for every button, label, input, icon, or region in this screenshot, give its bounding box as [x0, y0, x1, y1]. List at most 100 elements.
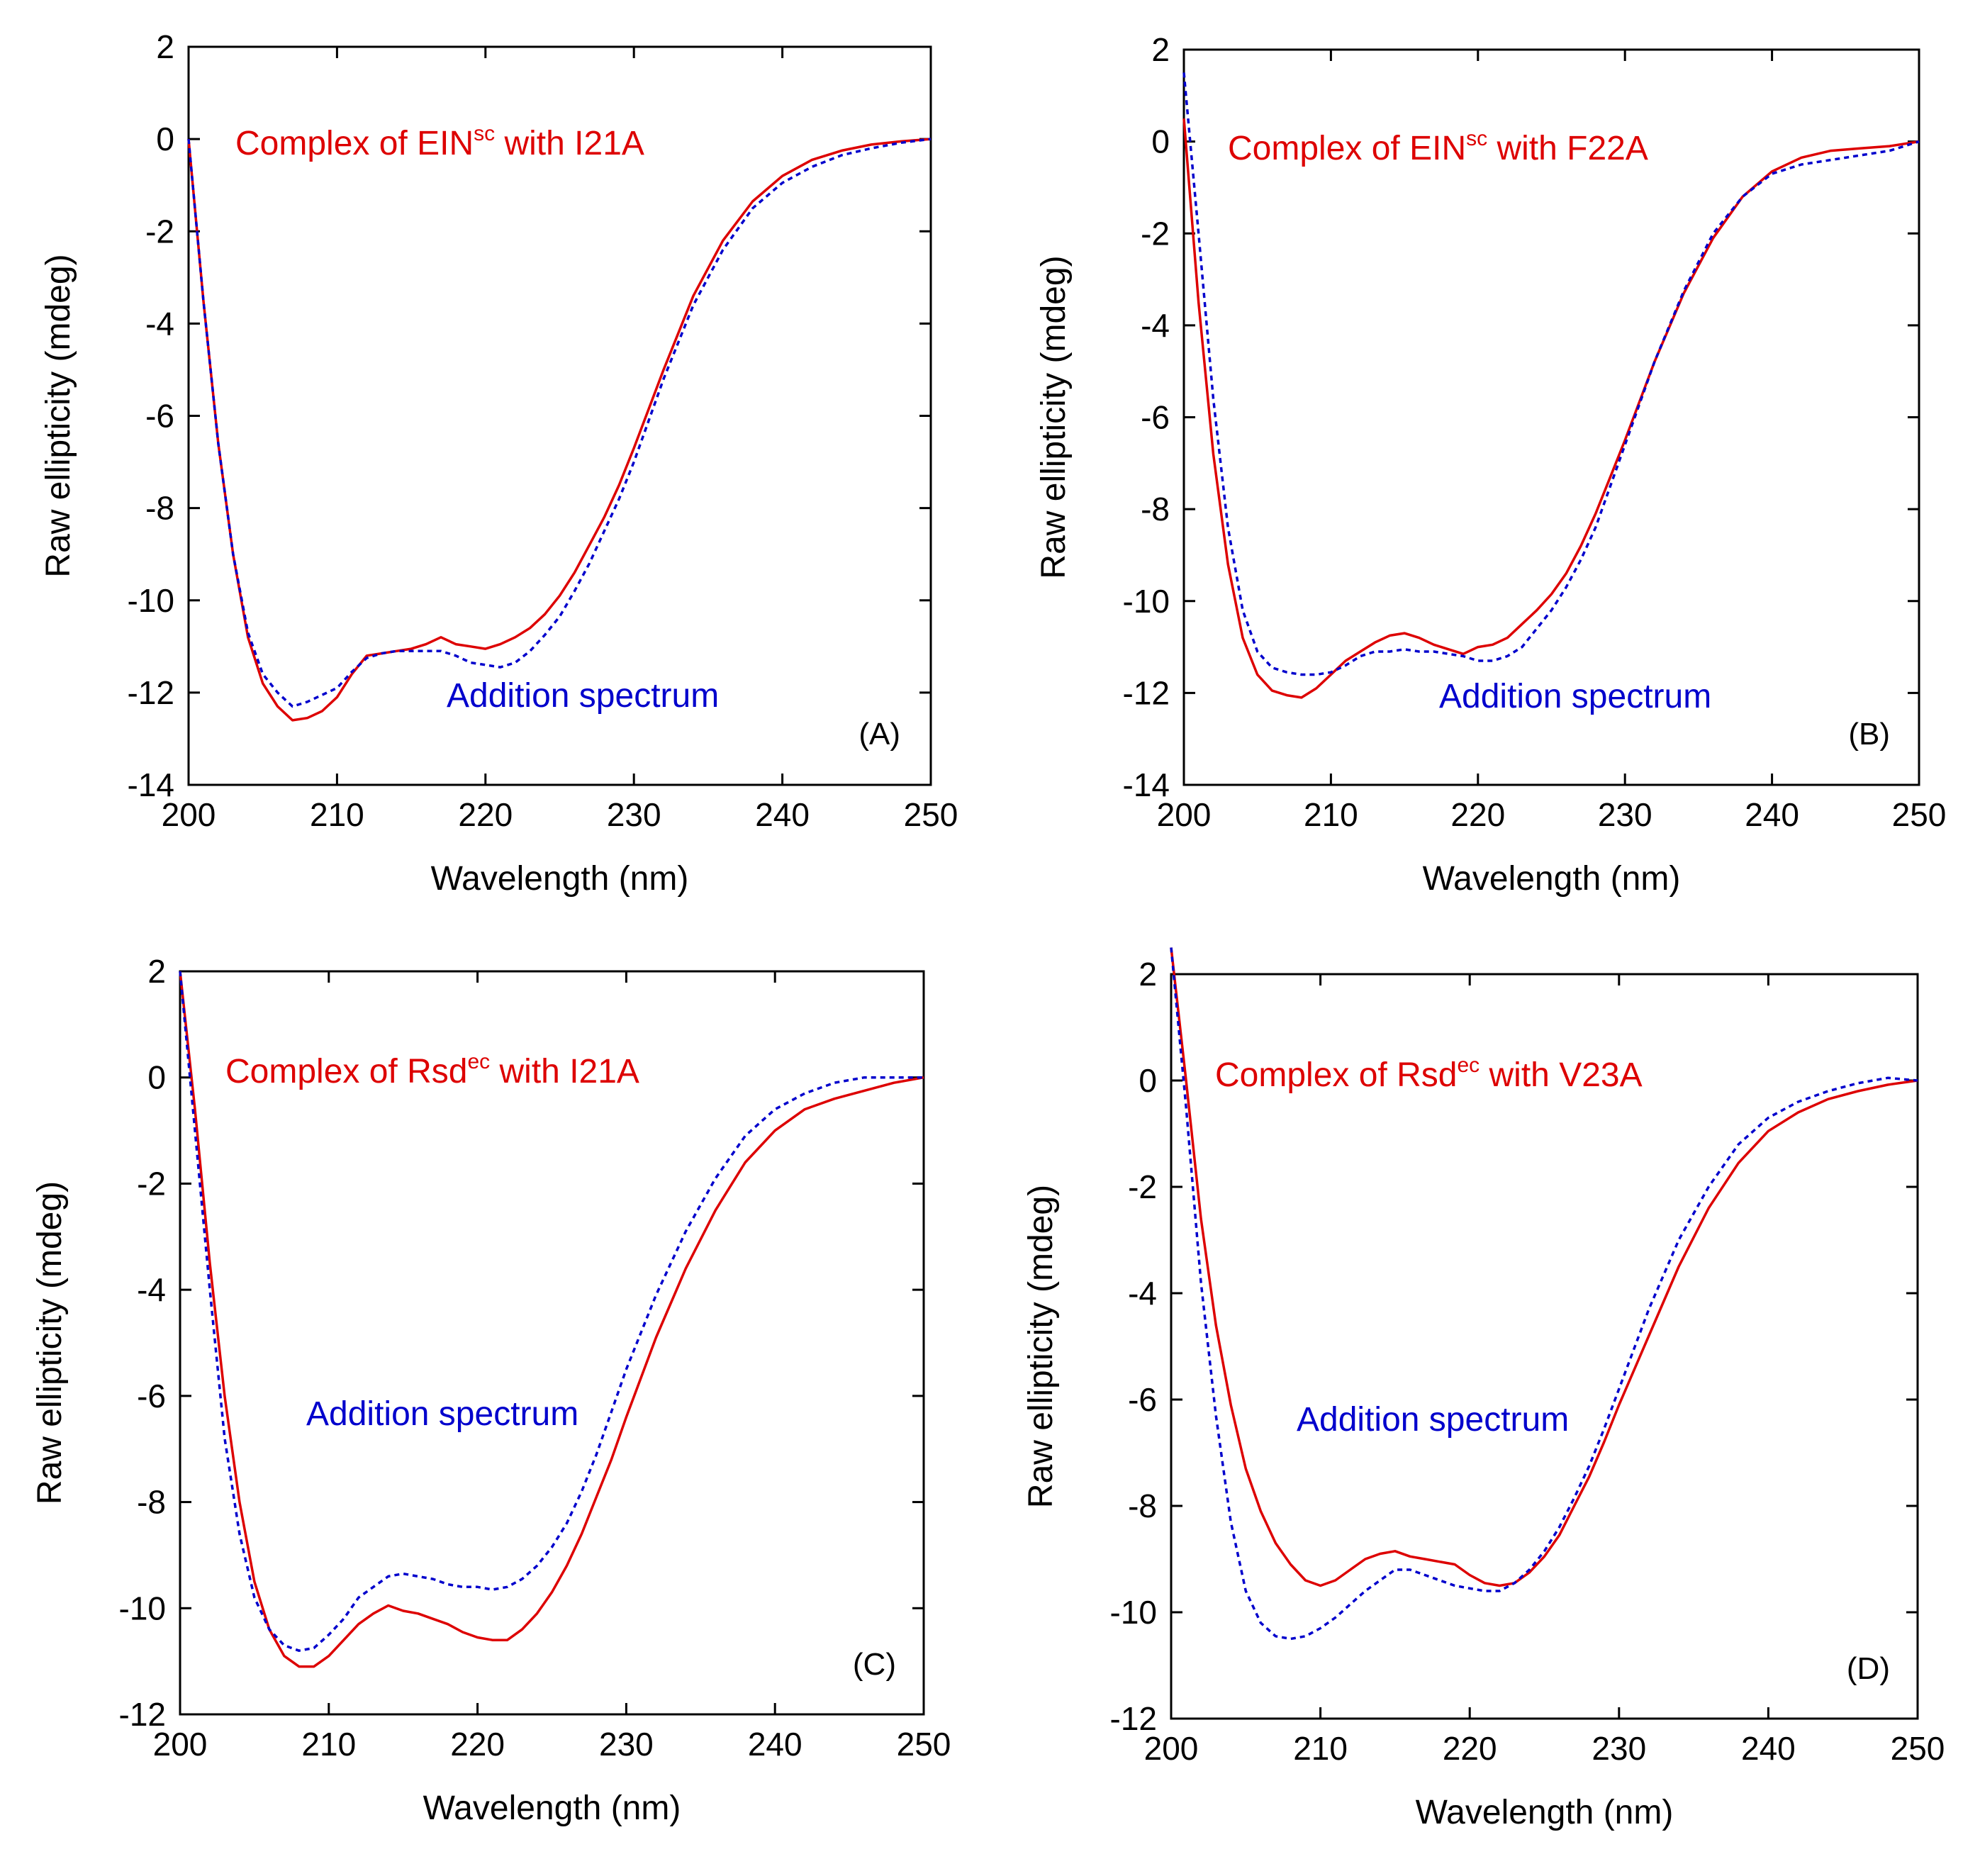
addition-spectrum-line — [187, 138, 932, 708]
x-tick-label: 240 — [1741, 1730, 1796, 1767]
y-tick-label: -8 — [1141, 491, 1170, 527]
x-axis-title: Wavelength (nm) — [431, 860, 689, 898]
y-tick-label: -8 — [1128, 1487, 1157, 1524]
x-tick-label: 250 — [897, 1726, 951, 1763]
x-tick-label: 250 — [904, 796, 958, 833]
complex-annotation: Complex of Rsdec with I21A — [225, 1050, 639, 1090]
panel-label: (B) — [1848, 717, 1890, 752]
complex-annotation-suffix: with I21A — [495, 125, 644, 162]
x-tick-label: 230 — [1592, 1730, 1646, 1767]
plot-frame — [1170, 973, 1919, 1720]
x-tick-label: 200 — [1157, 796, 1212, 833]
y-tick-label: -12 — [128, 674, 174, 711]
panel-label: (D) — [1847, 1651, 1890, 1686]
x-tick-label: 220 — [450, 1726, 505, 1763]
y-tick-label: -2 — [1141, 215, 1170, 252]
y-axis-title: Raw ellipticity (mdeg) — [1022, 1185, 1060, 1508]
y-tick-label: -12 — [1110, 1700, 1157, 1737]
complex-annotation: Complex of EINsc with I21A — [235, 122, 644, 162]
y-tick-label: -14 — [1123, 766, 1170, 803]
y-tick-label: -10 — [1123, 583, 1170, 620]
x-tick-label: 250 — [1891, 1730, 1945, 1767]
x-axis-title: Wavelength (nm) — [1416, 1794, 1674, 1831]
chart-panel-d: 200 210 220 230 240 250 2 0 -2 -4 -6 -8 -10 -12 Wavele… — [1022, 947, 1945, 1831]
complex-spectrum-line — [179, 971, 924, 1668]
x-tick-label: 240 — [755, 796, 810, 833]
complex-annotation-prefix: Complex of Rsd — [1215, 1056, 1457, 1094]
panel-label: (A) — [858, 717, 900, 752]
complex-annotation-suffix: with F22A — [1487, 130, 1648, 167]
y-tick-label: 0 — [1151, 123, 1170, 160]
y-tick-label: 0 — [156, 121, 174, 157]
complex-annotation-prefix: Complex of Rsd — [225, 1053, 467, 1090]
x-tick-label: 210 — [301, 1726, 356, 1763]
y-tick-label: -10 — [128, 582, 174, 619]
y-tick-label: -4 — [145, 305, 174, 342]
x-tick-label: 210 — [1293, 1730, 1348, 1767]
x-tick-label: 240 — [1745, 796, 1799, 833]
addition-spectrum-line — [1182, 72, 1920, 676]
addition-annotation: Addition spectrum — [447, 677, 719, 715]
y-tick-label: 0 — [1139, 1062, 1157, 1099]
y-tick-label: 2 — [147, 953, 166, 990]
y-tick-label: -14 — [128, 766, 174, 803]
x-tick-label: 230 — [599, 1726, 654, 1763]
complex-annotation-superscript: sc — [474, 122, 495, 145]
y-tick-label: -12 — [1123, 674, 1170, 711]
x-axis-title: Wavelength (nm) — [1423, 860, 1681, 898]
complex-spectrum-line — [1182, 118, 1920, 699]
y-tick-label: -10 — [1110, 1594, 1157, 1631]
addition-annotation: Addition spectrum — [1439, 678, 1711, 715]
x-tick-label: 200 — [153, 1726, 208, 1763]
complex-annotation-prefix: Complex of EIN — [1228, 130, 1466, 167]
x-tick-label: 210 — [1304, 796, 1358, 833]
x-tick-label: 210 — [310, 796, 364, 833]
y-tick-label: -6 — [145, 398, 174, 435]
y-tick-label: -6 — [1128, 1381, 1157, 1418]
y-axis-title: Raw ellipticity (mdeg) — [31, 1181, 69, 1504]
complex-annotation-superscript: ec — [467, 1050, 490, 1073]
y-tick-label: -2 — [145, 213, 174, 250]
complex-annotation-superscript: ec — [1457, 1054, 1480, 1077]
x-tick-label: 200 — [1144, 1730, 1199, 1767]
addition-spectrum-line — [1170, 947, 1918, 1641]
y-tick-label: 2 — [1139, 956, 1157, 993]
y-tick-label: 0 — [147, 1059, 166, 1096]
y-tick-label: 2 — [156, 28, 174, 65]
complex-annotation-prefix: Complex of EIN — [235, 125, 474, 162]
y-tick-label: -4 — [137, 1271, 166, 1308]
chart-panel-a: 200 210 220 230 240 250 2 0 -2 -4 -6 -8 -10 -12 -14 Wav… — [40, 28, 958, 898]
x-axis-title: Wavelength (nm) — [423, 1790, 681, 1827]
complex-annotation-suffix: with I21A — [490, 1053, 639, 1090]
complex-annotation: Complex of EINsc with F22A — [1228, 127, 1648, 167]
panel-label: (C) — [853, 1647, 896, 1682]
x-tick-label: 220 — [458, 796, 513, 833]
y-tick-label: -4 — [1141, 307, 1170, 344]
y-axis-title: Raw ellipticity (mdeg) — [1035, 255, 1073, 579]
y-tick-label: -6 — [137, 1378, 166, 1414]
y-tick-label: -4 — [1128, 1275, 1157, 1312]
addition-annotation: Addition spectrum — [1297, 1401, 1569, 1439]
y-tick-label: -8 — [137, 1484, 166, 1521]
x-tick-label: 230 — [607, 796, 661, 833]
y-tick-label: 2 — [1151, 31, 1170, 68]
y-tick-label: -12 — [119, 1696, 166, 1733]
x-tick-label: 230 — [1598, 796, 1652, 833]
y-tick-label: -2 — [137, 1165, 166, 1202]
complex-spectrum-line — [1170, 947, 1918, 1587]
x-tick-label: 220 — [1450, 796, 1505, 833]
y-axis-title: Raw ellipticity (mdeg) — [40, 254, 77, 577]
y-tick-label: -6 — [1141, 399, 1170, 436]
plot-frame — [179, 970, 925, 1716]
complex-annotation-superscript: sc — [1466, 127, 1487, 150]
complex-annotation: Complex of Rsdec with V23A — [1215, 1054, 1643, 1094]
complex-annotation-suffix: with V23A — [1480, 1056, 1642, 1094]
chart-panel-c: 200 210 220 230 240 250 2 0 -2 -4 -6 -8 -10 -12 Wavele… — [31, 953, 951, 1827]
addition-annotation: Addition spectrum — [306, 1395, 578, 1433]
complex-spectrum-line — [187, 138, 932, 722]
x-tick-label: 200 — [162, 796, 216, 833]
addition-spectrum-line — [179, 971, 924, 1652]
x-tick-label: 250 — [1892, 796, 1947, 833]
x-tick-label: 220 — [1443, 1730, 1497, 1767]
